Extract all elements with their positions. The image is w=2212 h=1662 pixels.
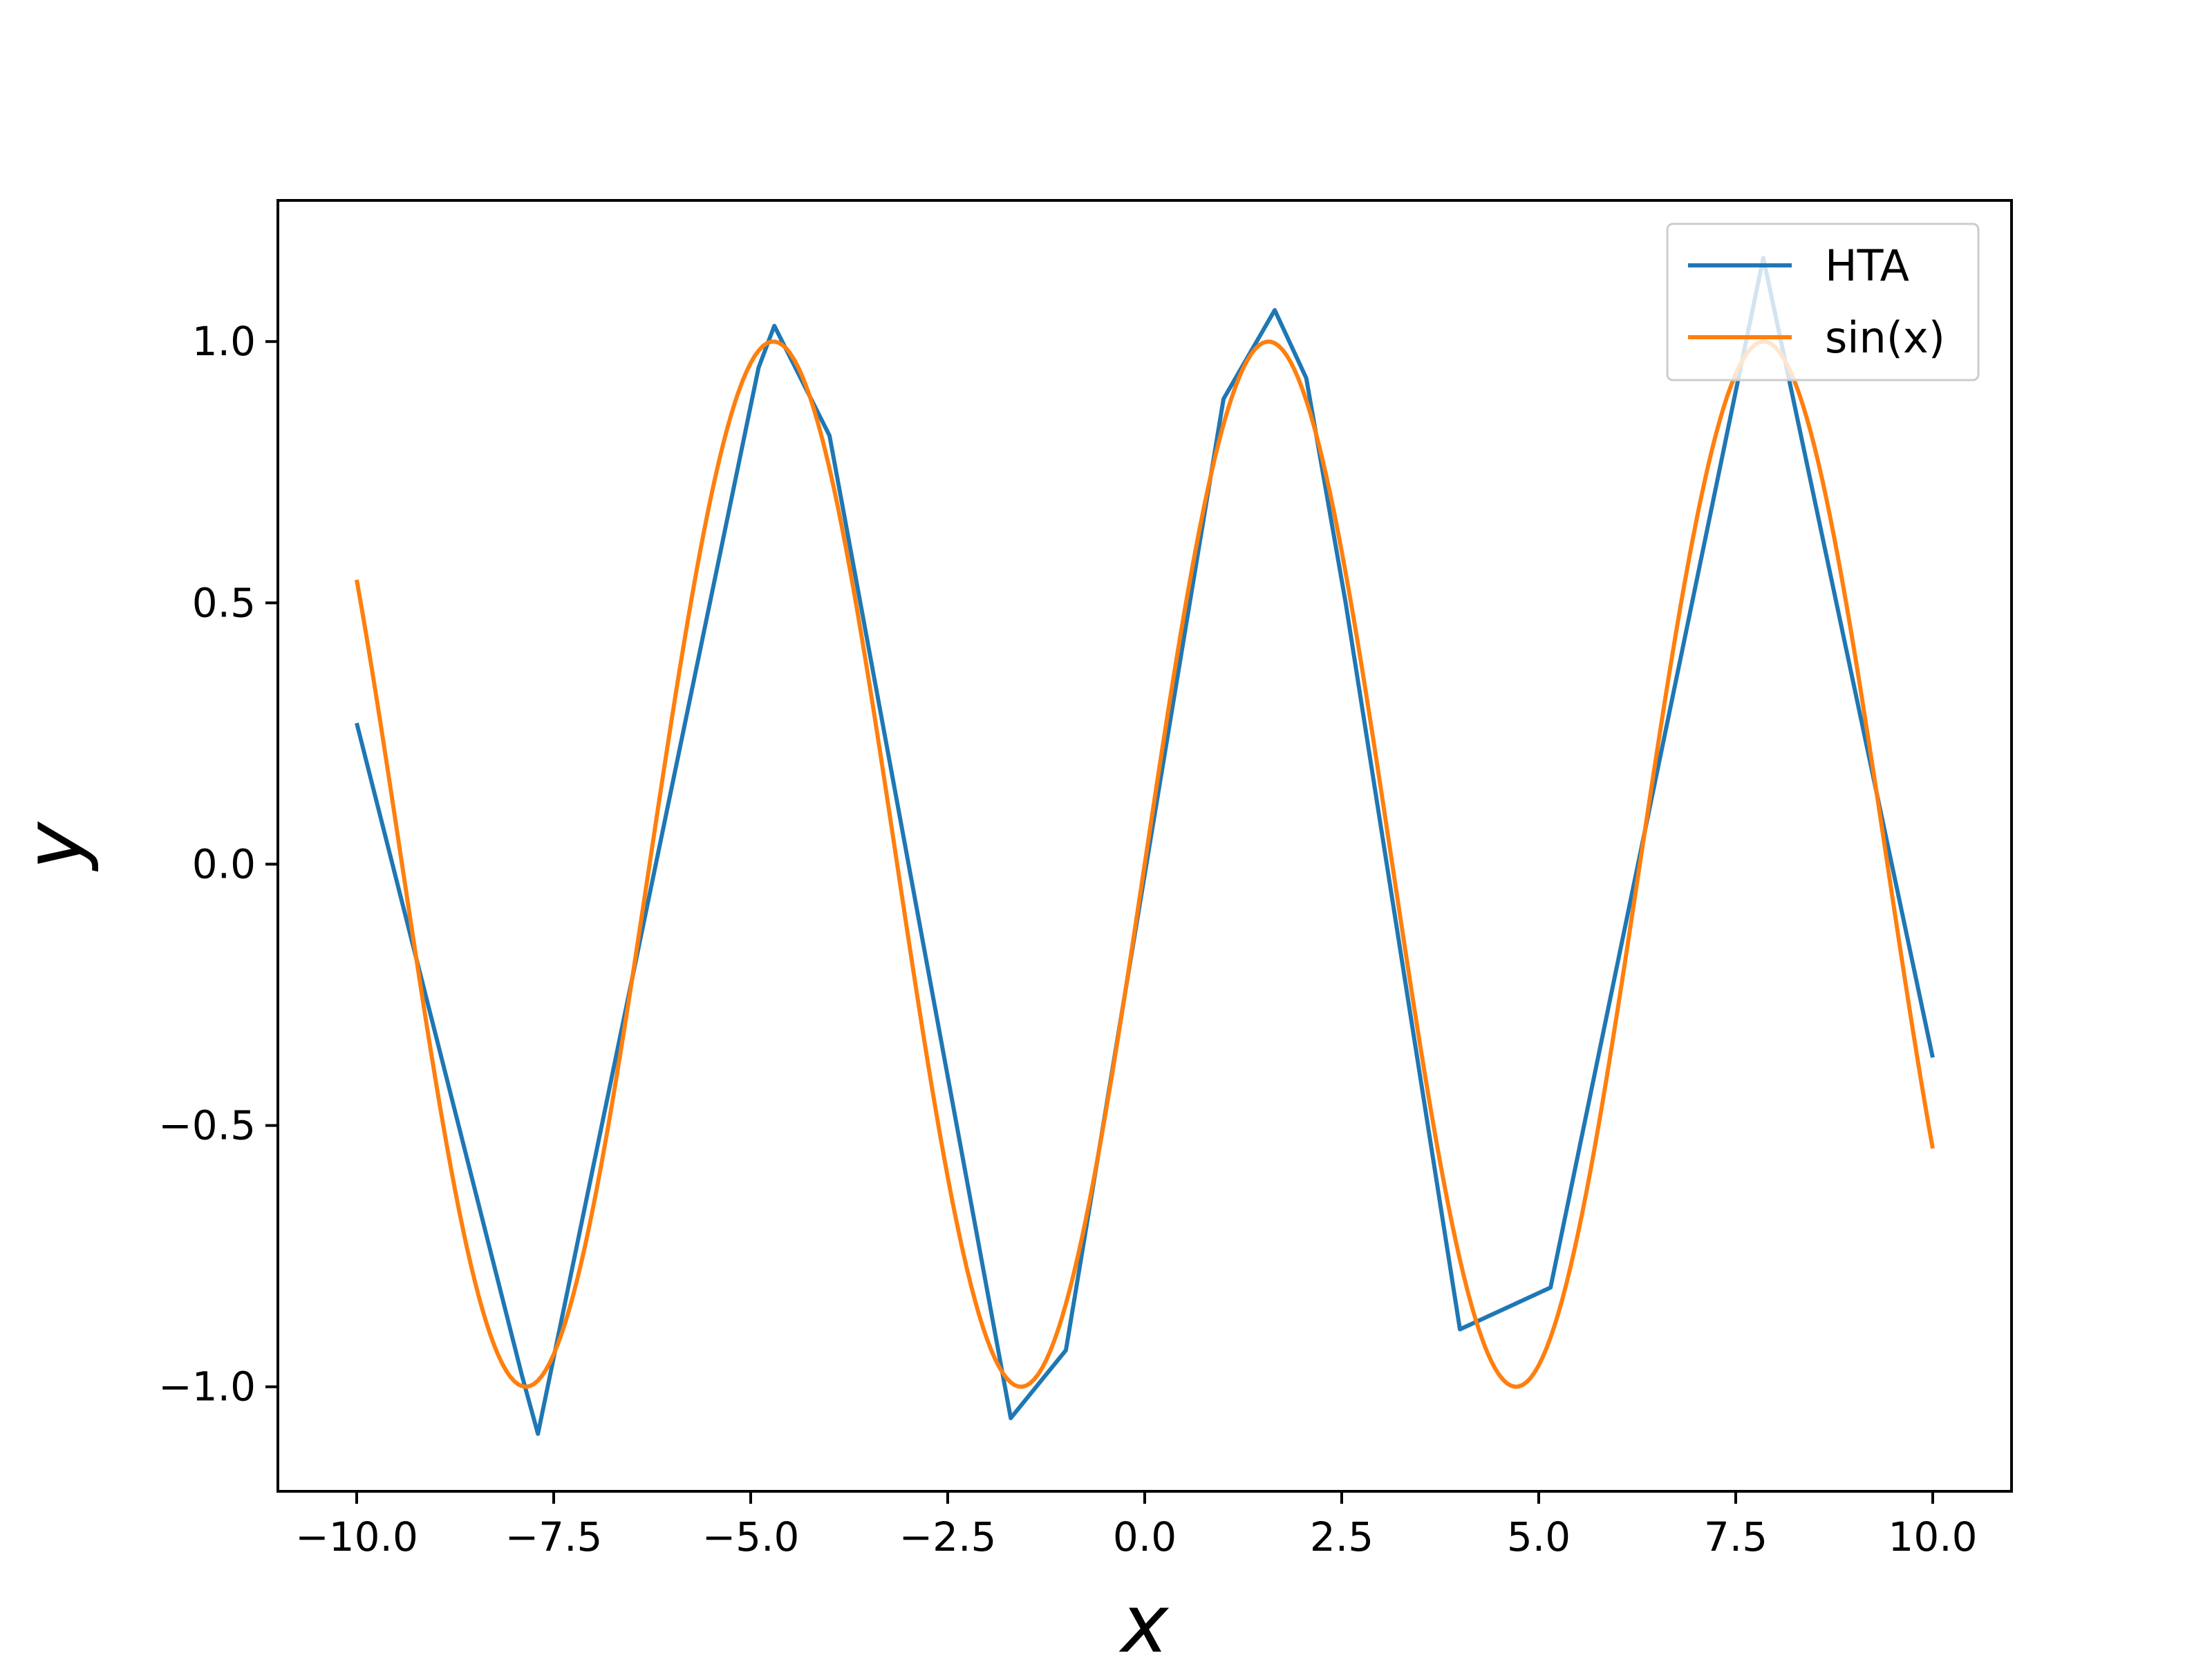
y-tick-label: 1.0 [192, 318, 256, 365]
y-tick-label: 0.5 [192, 579, 256, 626]
legend: HTA sin(x) [1666, 223, 1980, 381]
series-line-hta [355, 256, 1935, 1436]
series-line-sin [355, 339, 1935, 1389]
x-tick-label: 7.5 [1704, 1513, 1768, 1560]
y-tick-label: −0.5 [158, 1102, 256, 1149]
legend-box [1666, 223, 1980, 381]
legend-label-sin: sin(x) [1825, 312, 1945, 363]
x-tick-label: 2.5 [1310, 1513, 1374, 1560]
lines-layer [355, 256, 1935, 1436]
x-tick-label: −10.0 [295, 1513, 418, 1560]
x-tick-label: 10.0 [1888, 1513, 1977, 1560]
legend-label-hta: HTA [1825, 240, 1909, 291]
x-axis-label: x [1119, 1578, 1170, 1659]
x-tick-label: −5.0 [702, 1513, 800, 1560]
x-tick-label: 0.0 [1113, 1513, 1177, 1560]
plot-area-frame [276, 199, 2013, 1493]
y-tick-label: 0.0 [192, 840, 256, 887]
x-tick-label: −2.5 [899, 1513, 997, 1560]
x-tick-label: −7.5 [505, 1513, 603, 1560]
y-axis-label: y [8, 821, 101, 871]
x-tick-label: 5.0 [1507, 1513, 1571, 1560]
ticks-layer: −10.0 −7.5 −5.0 −2.5 0.0 2.5 5.0 7.5 10.0 −1.0 −0.… [158, 318, 1977, 1560]
y-tick-label: −1.0 [158, 1363, 256, 1410]
